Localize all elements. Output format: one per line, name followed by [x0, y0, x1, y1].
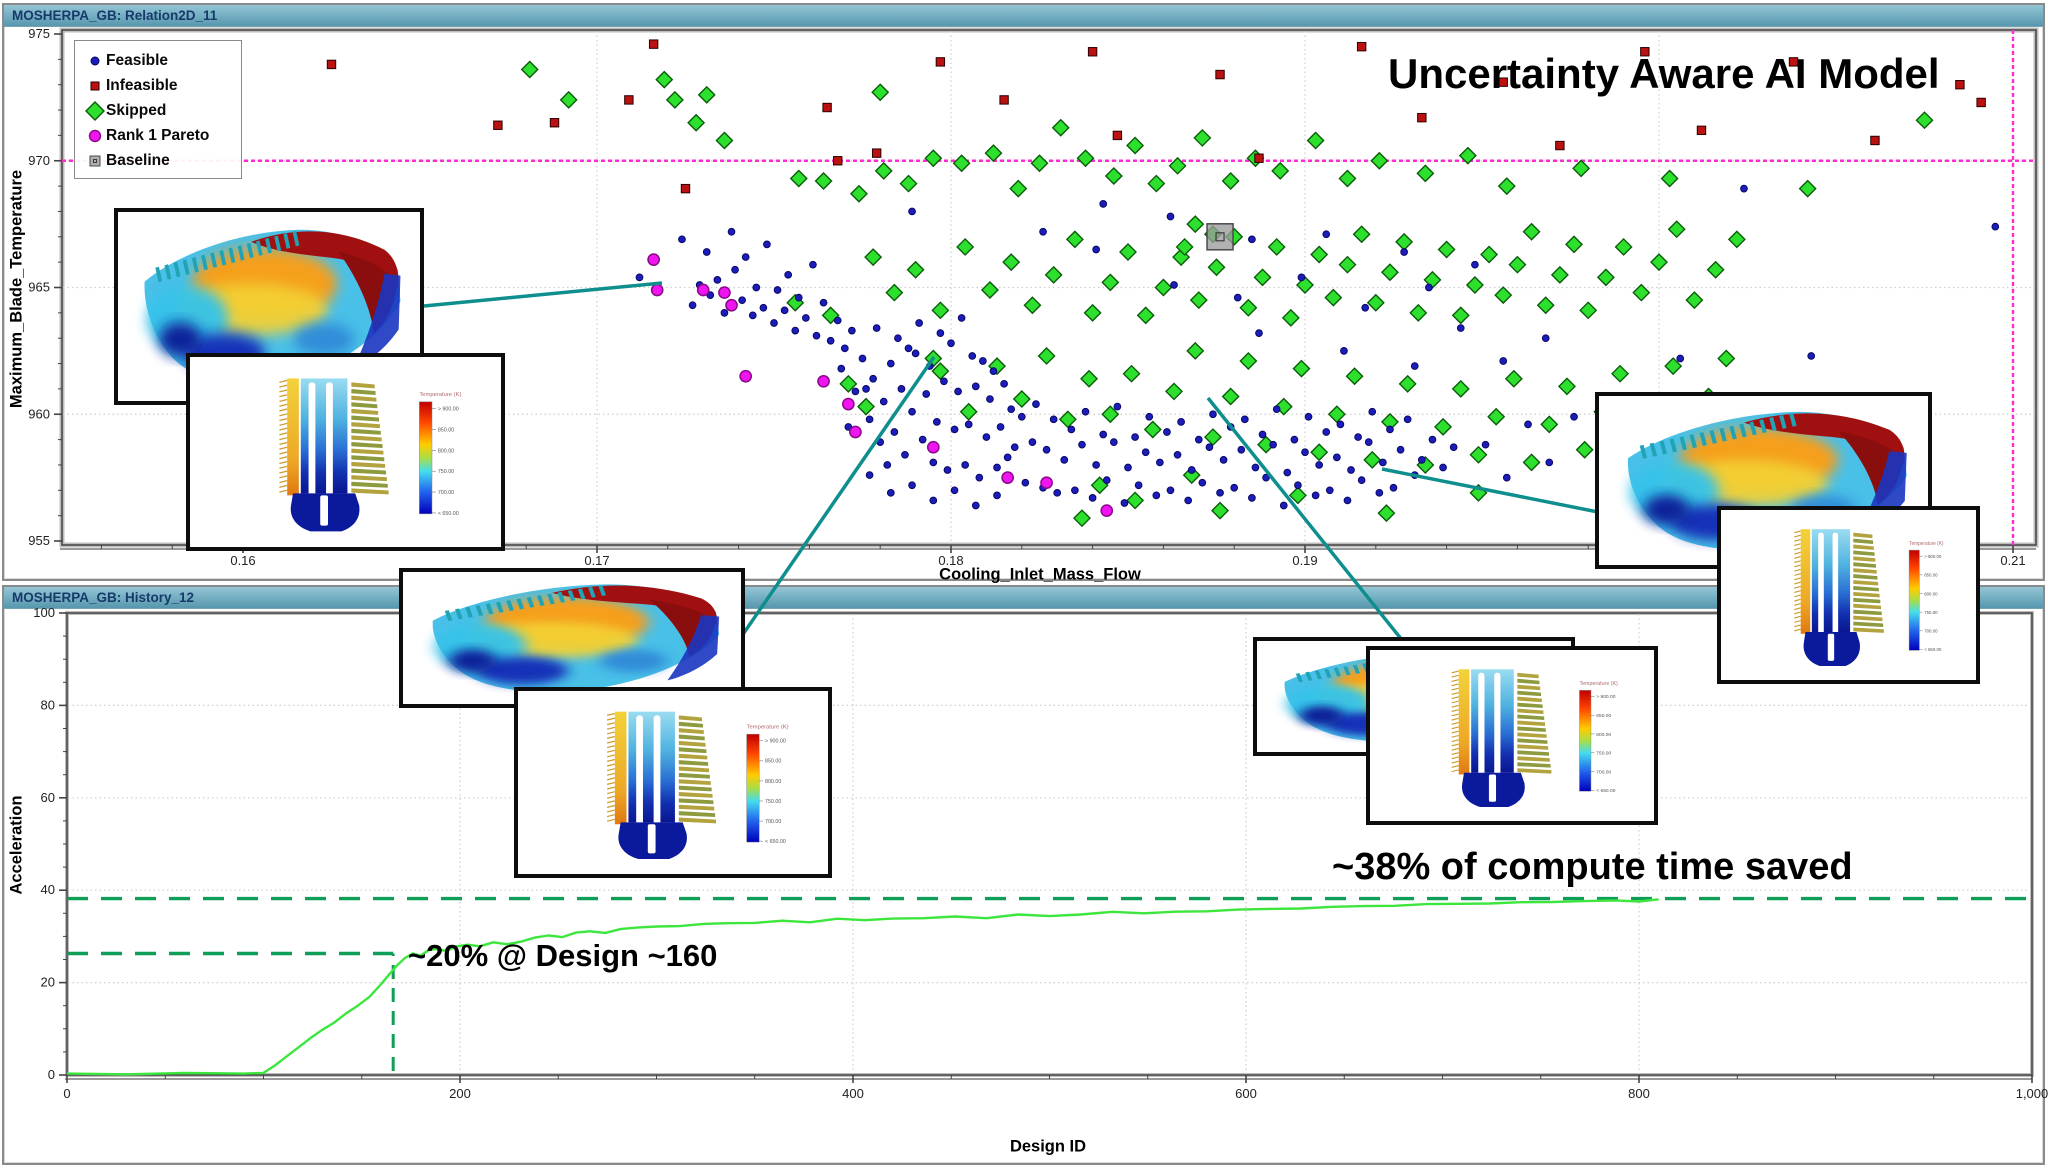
svg-text:955: 955 [28, 533, 50, 548]
svg-text:0.18: 0.18 [938, 553, 963, 568]
legend-item-baseline[interactable]: Baseline [84, 148, 233, 173]
svg-text:Temperature (K): Temperature (K) [1579, 681, 1618, 687]
svg-text:965: 965 [28, 280, 50, 295]
svg-text:100: 100 [33, 605, 55, 620]
infeasible-marker-icon [84, 78, 106, 94]
svg-text:0.21: 0.21 [2000, 553, 2025, 568]
svg-text:850.00: 850.00 [438, 427, 454, 433]
svg-text:800.00: 800.00 [1596, 732, 1611, 738]
svg-text:40: 40 [41, 882, 55, 897]
relation2d-title: MOSHERPA_GB: Relation2D_11 [12, 8, 218, 23]
svg-text:0.19: 0.19 [1292, 553, 1317, 568]
feasible-marker-icon [84, 53, 106, 69]
relation2d-titlebar[interactable]: MOSHERPA_GB: Relation2D_11 [4, 5, 2043, 27]
legend-item-infeasible[interactable]: Infeasible [84, 73, 233, 98]
svg-text:< 650.00: < 650.00 [765, 839, 786, 845]
svg-text:0.16: 0.16 [230, 553, 255, 568]
cfd-inset-3d-blade-2 [399, 568, 745, 708]
svg-text:> 900.00: > 900.00 [1596, 694, 1615, 700]
svg-text:20: 20 [41, 975, 55, 990]
svg-text:700.00: 700.00 [1924, 628, 1938, 633]
svg-text:970: 970 [28, 153, 50, 168]
history-y-axis-title: Acceleration [7, 795, 26, 895]
svg-text:700.00: 700.00 [765, 819, 781, 825]
svg-text:> 900.00: > 900.00 [1924, 554, 1942, 559]
svg-text:850.00: 850.00 [765, 759, 781, 765]
svg-text:975: 975 [28, 26, 50, 41]
svg-text:800: 800 [1628, 1086, 1650, 1101]
svg-text:400: 400 [842, 1086, 864, 1101]
svg-text:< 650.00: < 650.00 [438, 511, 459, 517]
legend-item-skipped[interactable]: Skipped [84, 98, 233, 123]
svg-text:60: 60 [41, 790, 55, 805]
cfd-inset-2d-section-2: Temperature (K) > 900.00 850.00 800.00 750.… [514, 687, 832, 878]
skipped-marker-icon [84, 100, 106, 121]
svg-text:0.17: 0.17 [584, 553, 609, 568]
svg-text:750.00: 750.00 [1924, 610, 1938, 615]
cfd-inset-2d-section-3: Temperature (K) > 900.00 850.00 800.00 750.… [1366, 646, 1658, 825]
svg-text:800.00: 800.00 [1924, 591, 1938, 596]
svg-text:Temperature (K): Temperature (K) [1909, 541, 1944, 547]
legend-item-feasible[interactable]: Feasible [84, 48, 233, 73]
svg-text:850.00: 850.00 [1596, 713, 1611, 719]
svg-text:0: 0 [48, 1067, 55, 1082]
svg-text:Temperature (K): Temperature (K) [419, 392, 461, 398]
svg-text:800.00: 800.00 [765, 779, 781, 785]
svg-text:> 900.00: > 900.00 [438, 407, 459, 413]
svg-text:750.00: 750.00 [1596, 751, 1611, 757]
svg-text:960: 960 [28, 406, 50, 421]
relation2d-y-axis-title: Maximum_Blade_Temperature [7, 169, 26, 409]
rank-1-pareto-marker-icon [84, 128, 106, 144]
svg-text:Temperature (K): Temperature (K) [747, 725, 789, 731]
baseline-marker-icon [84, 153, 106, 169]
svg-text:750.00: 750.00 [438, 469, 454, 475]
annotation-design-160: ~20% @ Design ~160 [408, 938, 718, 973]
cfd-inset-2d-section-4: Temperature (K) > 900.00 850.00 800.00 750.… [1717, 506, 1980, 684]
svg-text:200: 200 [449, 1086, 471, 1101]
cfd-inset-2d-section-1: Temperature (K) > 900.00 850.00 800.00 750.… [186, 353, 505, 551]
svg-text:> 900.00: > 900.00 [765, 739, 786, 745]
svg-text:800.00: 800.00 [438, 448, 454, 454]
legend-item-rank-1-pareto[interactable]: Rank 1 Pareto [84, 123, 233, 148]
svg-text:0: 0 [63, 1086, 70, 1101]
svg-text:< 650.00: < 650.00 [1924, 647, 1942, 652]
annotation-compute-saved: ~38% of compute time saved [1332, 846, 1853, 888]
svg-text:850.00: 850.00 [1924, 572, 1938, 577]
history-x-axis-title: Design ID [1009, 1137, 1087, 1156]
svg-text:700.00: 700.00 [438, 490, 454, 496]
relation2d-x-axis-title: Cooling_Inlet_Mass_Flow [939, 565, 1141, 584]
svg-text:600: 600 [1235, 1086, 1257, 1101]
svg-text:750.00: 750.00 [765, 799, 781, 805]
svg-text:80: 80 [41, 697, 55, 712]
annotation-ai-model: Uncertainty Aware AI Model [1388, 50, 1940, 97]
svg-text:700.00: 700.00 [1596, 769, 1611, 775]
history-title: MOSHERPA_GB: History_12 [12, 590, 195, 605]
svg-text:< 650.00: < 650.00 [1596, 788, 1615, 794]
scatter-legend: Feasible Infeasible Skipped Rank 1 Pareto Ba… [74, 40, 242, 179]
svg-text:1,000: 1,000 [2016, 1086, 2048, 1101]
